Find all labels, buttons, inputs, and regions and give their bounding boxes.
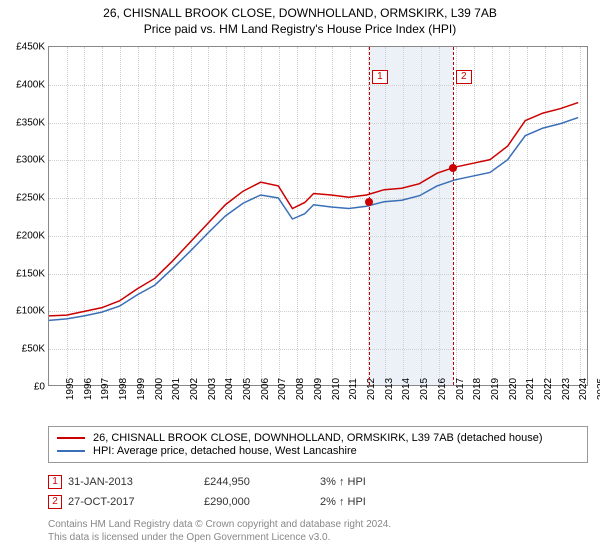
legend-swatch-price-paid	[57, 437, 85, 439]
line-series-svg	[49, 47, 587, 385]
y-axis-label: £450K	[16, 42, 45, 53]
legend-box: 26, CHISNALL BROOK CLOSE, DOWNHOLLAND, O…	[48, 426, 588, 463]
title-block: 26, CHISNALL BROOK CLOSE, DOWNHOLLAND, O…	[0, 0, 600, 37]
footer-attribution: Contains HM Land Registry data © Crown c…	[48, 518, 588, 544]
marker-line-1	[369, 47, 370, 385]
y-axis-label: £100K	[16, 306, 45, 317]
title-line2: Price paid vs. HM Land Registry's House …	[0, 22, 600, 38]
table-row: 1 31-JAN-2013 £244,950 3% ↑ HPI	[48, 472, 588, 492]
legend-row-price-paid: 26, CHISNALL BROOK CLOSE, DOWNHOLLAND, O…	[57, 432, 579, 444]
series-line-price_paid	[49, 103, 578, 316]
y-axis-label: £50K	[22, 344, 45, 355]
marker-dot-2	[449, 164, 457, 172]
legend-swatch-hpi	[57, 450, 85, 452]
row-date: 27-OCT-2017	[68, 496, 198, 508]
table-row: 2 27-OCT-2017 £290,000 2% ↑ HPI	[48, 492, 588, 512]
y-axis-label: £200K	[16, 230, 45, 241]
marker-line-2	[453, 47, 454, 385]
row-pct: 2% ↑ HPI	[320, 496, 480, 508]
transaction-table: 1 31-JAN-2013 £244,950 3% ↑ HPI 2 27-OCT…	[48, 472, 588, 512]
row-pct: 3% ↑ HPI	[320, 476, 480, 488]
row-marker-1: 1	[48, 475, 62, 489]
title-line1: 26, CHISNALL BROOK CLOSE, DOWNHOLLAND, O…	[0, 6, 600, 22]
marker-box-1: 1	[372, 70, 388, 84]
y-axis-label: £300K	[16, 155, 45, 166]
legend-row-hpi: HPI: Average price, detached house, West…	[57, 445, 579, 457]
legend-label-price-paid: 26, CHISNALL BROOK CLOSE, DOWNHOLLAND, O…	[93, 432, 543, 444]
chart-container: 26, CHISNALL BROOK CLOSE, DOWNHOLLAND, O…	[0, 0, 600, 560]
legend-label-hpi: HPI: Average price, detached house, West…	[93, 445, 357, 457]
row-date: 31-JAN-2013	[68, 476, 198, 488]
marker-dot-1	[365, 198, 373, 206]
y-axis-label: £150K	[16, 268, 45, 279]
y-axis-label: £0	[34, 382, 45, 393]
y-axis-label: £350K	[16, 117, 45, 128]
row-marker-2: 2	[48, 495, 62, 509]
row-price: £244,950	[204, 476, 314, 488]
row-price: £290,000	[204, 496, 314, 508]
y-axis-label: £400K	[16, 79, 45, 90]
y-axis-label: £250K	[16, 193, 45, 204]
chart-plot-area: £0£50K£100K£150K£200K£250K£300K£350K£400…	[48, 46, 588, 386]
footer-line1: Contains HM Land Registry data © Crown c…	[48, 518, 588, 531]
x-axis-label: 2025	[580, 378, 600, 400]
marker-box-2: 2	[456, 70, 472, 84]
footer-line2: This data is licensed under the Open Gov…	[48, 531, 588, 544]
series-line-hpi	[49, 118, 578, 321]
